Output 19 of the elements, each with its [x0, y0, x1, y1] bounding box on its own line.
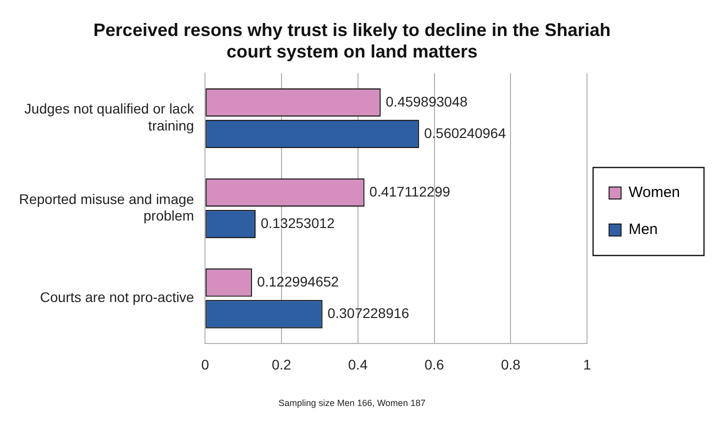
- text: Sampling size Men 166, Women 187: [278, 398, 426, 408]
- y-tick-label: Judges not qualified or lack training: [24, 100, 196, 134]
- legend-label: Men: [628, 221, 658, 238]
- legend-label: Women: [628, 184, 680, 202]
- x-tick-label: 0.4: [348, 356, 368, 373]
- x-tick-label: 0.6: [424, 356, 444, 373]
- y-tick-label: Reported misuse and image problem: [18, 190, 194, 224]
- chart-title: Perceived resons why trust is likely to decline in the Shariah court system on land matters: [93, 20, 611, 62]
- data-label: 0.13253012: [260, 214, 335, 231]
- x-tick-label: 1: [583, 356, 592, 373]
- data-label: 0.122994652: [257, 273, 340, 290]
- data-label: 0.560240964: [424, 124, 506, 141]
- data-label: 0.417112299: [369, 183, 450, 200]
- x-tick-label: 0: [201, 356, 210, 373]
- y-tick-label: Courts are not pro-active: [40, 289, 194, 306]
- x-tick-label: 0.2: [272, 356, 292, 373]
- x-tick-label: 0.8: [500, 356, 521, 373]
- data-label: 0.459893048: [386, 93, 468, 110]
- data-label: 0.307228916: [327, 304, 410, 321]
